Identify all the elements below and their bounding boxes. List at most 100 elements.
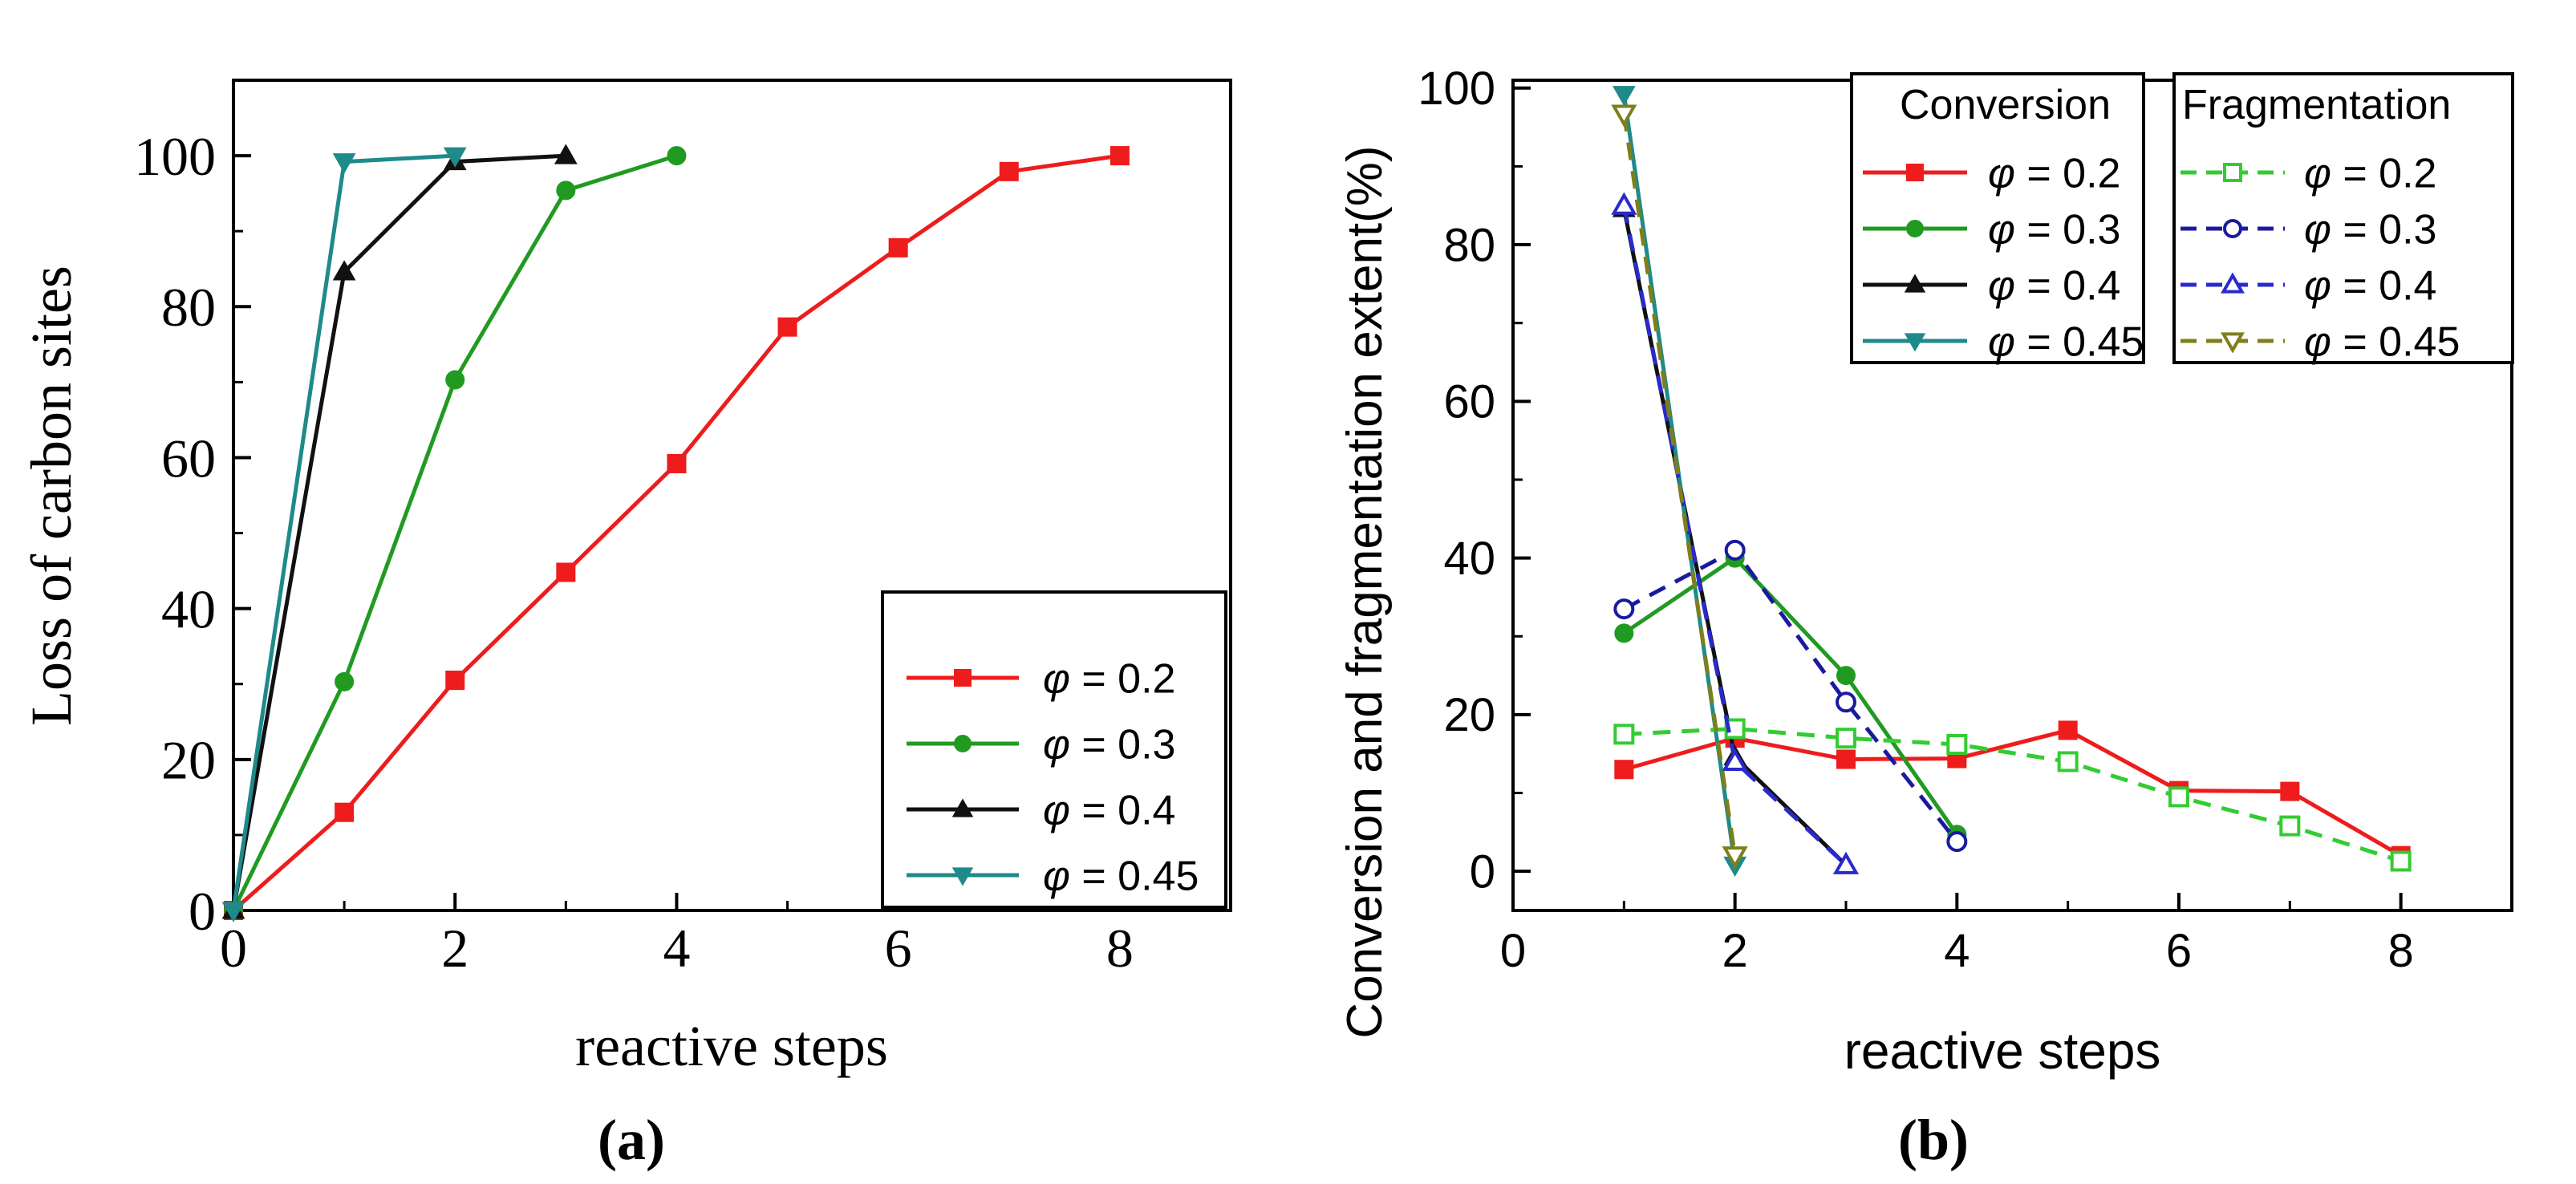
chart-b-series-6-line: [1621, 205, 1848, 867]
chart-a-series-2-point: [554, 144, 578, 164]
chart-a-ytick-label: 80: [161, 277, 216, 338]
chart-a-ylabel: Loss of carbon sites: [19, 266, 83, 726]
chart-b-series-0-point: [2058, 720, 2078, 740]
chart-b-legend-entry-4: φ = 0.2: [2180, 151, 2436, 197]
chart-a-legend-label-0: φ = 0.2: [1043, 656, 1175, 703]
chart-a-ytick-label: 100: [134, 126, 216, 187]
chart-b-series-3-line: [1621, 94, 1738, 866]
chart-b-legend-marker-2: [1904, 274, 1926, 293]
chart-b-legend-fragmentation-box: [2172, 72, 2514, 364]
chart-a-series-0-point: [888, 237, 908, 257]
chart-b-series-1: [1614, 548, 1967, 845]
chart-b-xtick-label: 0: [1500, 925, 1526, 977]
chart-b-series-6-point: [1832, 851, 1860, 874]
chart-b-series-1-line: [1622, 555, 1959, 836]
chart-b-legend-entry-2: φ = 0.4: [1863, 263, 2120, 310]
chart-b-xtick-label: 6: [2166, 925, 2192, 977]
chart-a-panel-label: (a): [598, 1108, 665, 1172]
chart-a-series-1-point: [667, 146, 687, 166]
chart-b-series-5: [1613, 539, 1968, 853]
chart-a-plot-frame: [232, 79, 1232, 912]
chart-a-ytick-label: 0: [189, 881, 216, 942]
chart-b-legend-label-7: φ = 0.45: [2304, 319, 2460, 366]
chart-a-legend-marker-2: [951, 798, 974, 817]
chart-b-series-7-point: [1611, 104, 1637, 128]
chart-b-legend-label-5: φ = 0.3: [2304, 207, 2436, 253]
chart-b-legend-label-0: φ = 0.2: [1988, 151, 2120, 197]
chart-a-series-0-point: [556, 562, 576, 582]
chart-a-series-3-point: [443, 147, 467, 168]
chart-b-series-4: [1613, 718, 2412, 872]
chart-b-legend-entry-6: φ = 0.4: [2180, 263, 2436, 310]
chart-b-series-4-point: [2390, 850, 2412, 872]
chart-a-series-3-point: [221, 902, 245, 922]
chart-b-legend-entry-1: φ = 0.3: [1863, 207, 2120, 253]
chart-b-legend-entry-5: φ = 0.3: [2180, 207, 2436, 253]
chart-b-series-4-point: [2057, 751, 2079, 772]
chart-a-series-3: [221, 147, 467, 922]
chart-b-series-0-point: [1836, 749, 1856, 769]
chart-b-legend-label-1: φ = 0.3: [1988, 207, 2120, 253]
chart-a-legend-label-1: φ = 0.3: [1043, 722, 1175, 768]
chart-b-ytick-label: 80: [1443, 219, 1495, 271]
chart-b-ylabel: Conversion and fragmentation extent(%): [1337, 145, 1393, 1038]
chart-a-ytick-label: 40: [161, 578, 216, 639]
chart-b-series-3: [1612, 86, 1747, 878]
chart-a-legend-label-2: φ = 0.4: [1043, 788, 1175, 834]
chart-a-legend: φ = 0.2 φ = 0.3 φ = 0.4 φ = 0.45: [881, 590, 1227, 909]
chart-a-xtick-label: 6: [885, 918, 912, 979]
chart-a-xtick-label: 4: [663, 918, 690, 979]
chart-b-legend-conversion-box: [1850, 72, 2145, 364]
chart-b-ytick-label: 100: [1418, 63, 1495, 115]
chart-a-series-0-point: [445, 671, 465, 691]
chart-b-series-3-point: [1612, 86, 1636, 107]
chart-a-series-1-point: [335, 671, 355, 691]
chart-a-series-1-point: [445, 370, 465, 390]
chart-b-ytick-label: 0: [1470, 845, 1495, 898]
chart-b-series-0-point: [1614, 760, 1634, 780]
chart-a-legend-marker-0: [954, 669, 972, 687]
chart-b-ytick-label: 20: [1443, 689, 1495, 741]
chart-b-series-7-point: [1722, 846, 1748, 870]
chart-b-xtick-label: 4: [1944, 925, 1970, 977]
chart-b-series-6: [1611, 192, 1860, 874]
chart-b-legend-entry-3: φ = 0.45: [1863, 319, 2144, 366]
chart-b-series-5-point: [1836, 691, 1856, 713]
chart-b-legend-label-6: φ = 0.4: [2304, 263, 2436, 310]
chart-a-legend-box: [881, 590, 1227, 909]
chart-b-legend-marker-0: [1906, 164, 1924, 181]
chart-b-legend-marker-3: [1904, 333, 1926, 352]
chart-a-xtick-label: 8: [1106, 918, 1134, 979]
chart-b-series-7-line: [1621, 113, 1738, 857]
chart-b-series-4-point: [1724, 718, 1746, 740]
chart-b-ytick-label: 60: [1443, 376, 1495, 428]
chart-a-series-0-point: [335, 802, 355, 822]
chart-b-legend-label-4: φ = 0.2: [2304, 151, 2436, 197]
chart-a-legend-marker-3: [951, 867, 974, 886]
chart-b-series-4-point: [1836, 728, 1856, 749]
chart-b-xtick-label: 2: [1722, 925, 1748, 977]
chart-b-legend-entry-7: φ = 0.45: [2180, 319, 2460, 366]
chart-b-legend-marker-1: [1906, 220, 1924, 237]
chart-b-series-6-point: [1611, 192, 1637, 215]
chart-b-series-1-point: [1614, 623, 1634, 643]
chart-a-series-2-line: [231, 153, 566, 911]
chart-a-series-0-point: [667, 453, 687, 473]
chart-a-ytick-label: 60: [161, 428, 216, 489]
chart-a-xlabel: reactive steps: [575, 1014, 888, 1078]
chart-a-legend-entry-1: φ = 0.3: [907, 722, 1175, 768]
chart-b-series-5-line: [1623, 547, 1959, 843]
chart-a-legend-entry-0: φ = 0.2: [907, 656, 1175, 703]
chart-b-legend-title-fragmentation: Fragmentation: [2182, 82, 2451, 128]
chart-a-series-2-point: [332, 260, 356, 281]
chart-a-ytick-label: 20: [161, 730, 216, 791]
chart-a-series-1-point: [556, 180, 576, 201]
chart-b-series-4-point: [1946, 734, 1968, 755]
chart-b-series-0-line: [1623, 728, 2402, 858]
chart-a-series-0-point: [777, 317, 797, 337]
chart-b-series-7: [1611, 104, 1748, 870]
chart-b-series-6-point: [1722, 748, 1748, 771]
chart-b-xtick-label: 8: [2388, 925, 2414, 977]
